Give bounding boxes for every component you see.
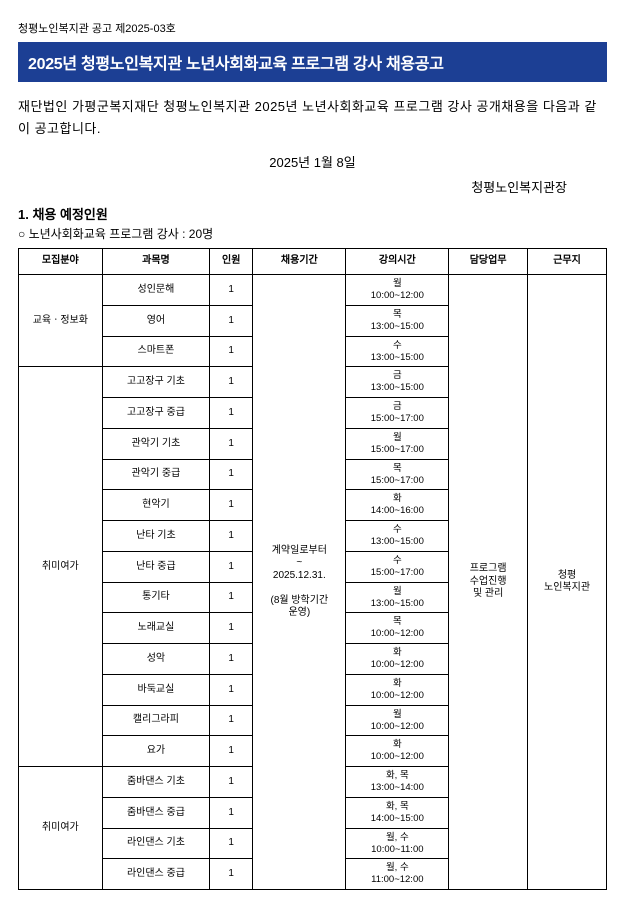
page-title: 2025년 청평노인복지관 노년사회화교육 프로그램 강사 채용공고 bbox=[18, 42, 607, 82]
class-time: 목 13:00~15:00 bbox=[346, 305, 449, 336]
headcount: 1 bbox=[210, 828, 253, 859]
course-name: 라인댄스 중급 bbox=[102, 859, 210, 890]
th-course: 과목명 bbox=[102, 249, 210, 275]
course-name: 통기타 bbox=[102, 582, 210, 613]
class-time: 화 10:00~12:00 bbox=[346, 644, 449, 675]
headcount: 1 bbox=[210, 398, 253, 429]
course-name: 현악기 bbox=[102, 490, 210, 521]
group-field: 교육ㆍ정보화 bbox=[19, 275, 103, 367]
class-time: 수 13:00~15:00 bbox=[346, 336, 449, 367]
headcount: 1 bbox=[210, 551, 253, 582]
headcount: 1 bbox=[210, 275, 253, 306]
headcount: 1 bbox=[210, 521, 253, 552]
section-1-subheading: ○ 노년사회화교육 프로그램 강사 : 20명 bbox=[18, 225, 607, 242]
duty-cell: 프로그램 수업진행 및 관리 bbox=[449, 275, 528, 890]
headcount: 1 bbox=[210, 859, 253, 890]
class-time: 화, 목 14:00~15:00 bbox=[346, 797, 449, 828]
class-time: 화 10:00~12:00 bbox=[346, 674, 449, 705]
headcount: 1 bbox=[210, 736, 253, 767]
course-name: 줌바댄스 중급 bbox=[102, 797, 210, 828]
class-time: 월, 수 10:00~11:00 bbox=[346, 828, 449, 859]
headcount: 1 bbox=[210, 336, 253, 367]
table-row: 교육ㆍ정보화성인문해1계약일로부터 ~ 2025.12.31. (8월 방학기간… bbox=[19, 275, 607, 306]
class-time: 월, 수 11:00~12:00 bbox=[346, 859, 449, 890]
headcount: 1 bbox=[210, 797, 253, 828]
course-name: 관악기 기초 bbox=[102, 428, 210, 459]
th-duty: 담당업무 bbox=[449, 249, 528, 275]
period-cell: 계약일로부터 ~ 2025.12.31. (8월 방학기간 운영) bbox=[253, 275, 346, 890]
th-count: 인원 bbox=[210, 249, 253, 275]
course-name: 줌바댄스 기초 bbox=[102, 767, 210, 798]
course-name: 캘리그라피 bbox=[102, 705, 210, 736]
class-time: 화 14:00~16:00 bbox=[346, 490, 449, 521]
course-name: 고고장구 중급 bbox=[102, 398, 210, 429]
course-name: 난타 기초 bbox=[102, 521, 210, 552]
headcount: 1 bbox=[210, 459, 253, 490]
class-time: 화 10:00~12:00 bbox=[346, 736, 449, 767]
headcount: 1 bbox=[210, 428, 253, 459]
course-name: 요가 bbox=[102, 736, 210, 767]
class-time: 금 13:00~15:00 bbox=[346, 367, 449, 398]
class-time: 수 13:00~15:00 bbox=[346, 521, 449, 552]
place-cell: 청평 노인복지관 bbox=[528, 275, 607, 890]
th-period: 채용기간 bbox=[253, 249, 346, 275]
course-name: 성인문해 bbox=[102, 275, 210, 306]
class-time: 화, 목 13:00~14:00 bbox=[346, 767, 449, 798]
class-time: 월 13:00~15:00 bbox=[346, 582, 449, 613]
class-time: 목 10:00~12:00 bbox=[346, 613, 449, 644]
course-name: 관악기 중급 bbox=[102, 459, 210, 490]
table-header-row: 모집분야 과목명 인원 채용기간 강의시간 담당업무 근무지 bbox=[19, 249, 607, 275]
section-1-heading: 1. 채용 예정인원 bbox=[18, 204, 607, 223]
course-name: 영어 bbox=[102, 305, 210, 336]
issue-date: 2025년 1월 8일 bbox=[18, 152, 607, 171]
headcount: 1 bbox=[210, 613, 253, 644]
class-time: 월 10:00~12:00 bbox=[346, 705, 449, 736]
recruitment-table: 모집분야 과목명 인원 채용기간 강의시간 담당업무 근무지 교육ㆍ정보화성인문… bbox=[18, 248, 607, 890]
th-place: 근무지 bbox=[528, 249, 607, 275]
class-time: 금 15:00~17:00 bbox=[346, 398, 449, 429]
signature: 청평노인복지관장 bbox=[18, 177, 607, 196]
course-name: 노래교실 bbox=[102, 613, 210, 644]
class-time: 월 10:00~12:00 bbox=[346, 275, 449, 306]
doc-number: 청평노인복지관 공고 제2025-03호 bbox=[18, 20, 607, 36]
class-time: 수 15:00~17:00 bbox=[346, 551, 449, 582]
course-name: 스마트폰 bbox=[102, 336, 210, 367]
headcount: 1 bbox=[210, 705, 253, 736]
class-time: 월 15:00~17:00 bbox=[346, 428, 449, 459]
headcount: 1 bbox=[210, 367, 253, 398]
group-field: 취미여가 bbox=[19, 367, 103, 767]
course-name: 성악 bbox=[102, 644, 210, 675]
course-name: 라인댄스 기초 bbox=[102, 828, 210, 859]
course-name: 난타 중급 bbox=[102, 551, 210, 582]
intro-text: 재단법인 가평군복지재단 청평노인복지관 2025년 노년사회화교육 프로그램 … bbox=[18, 96, 607, 140]
headcount: 1 bbox=[210, 767, 253, 798]
headcount: 1 bbox=[210, 674, 253, 705]
headcount: 1 bbox=[210, 644, 253, 675]
group-field: 취미여가 bbox=[19, 767, 103, 890]
headcount: 1 bbox=[210, 582, 253, 613]
th-time: 강의시간 bbox=[346, 249, 449, 275]
headcount: 1 bbox=[210, 490, 253, 521]
course-name: 바둑교실 bbox=[102, 674, 210, 705]
headcount: 1 bbox=[210, 305, 253, 336]
course-name: 고고장구 기초 bbox=[102, 367, 210, 398]
th-field: 모집분야 bbox=[19, 249, 103, 275]
class-time: 목 15:00~17:00 bbox=[346, 459, 449, 490]
